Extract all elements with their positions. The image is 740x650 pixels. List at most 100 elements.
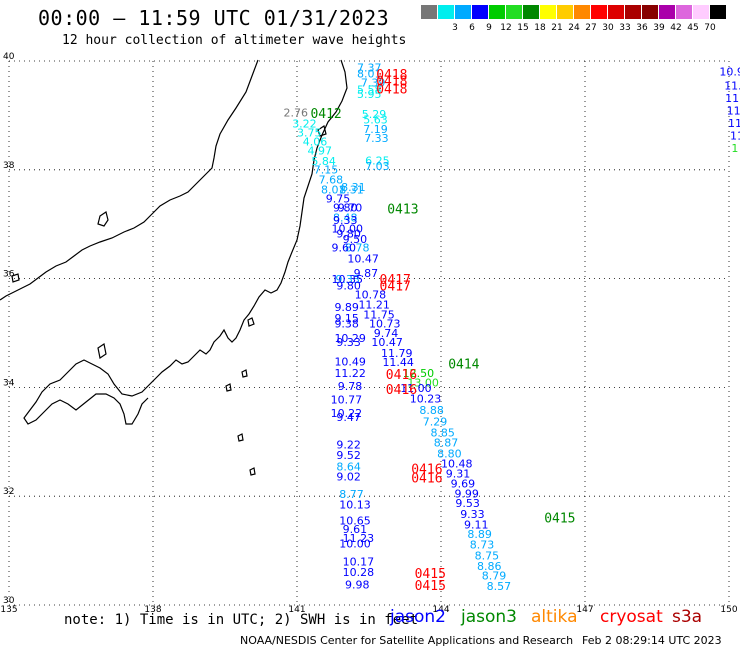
honshu-coastline [23,59,348,425]
wave-height-value: 7.39 [361,77,386,90]
latitude-tick-label: 34 [3,378,15,388]
wave-height-value: 10.65 [339,514,371,527]
pass-time-label: 0416 [411,462,442,477]
colorbar-swatch [642,5,658,19]
wave-height-value: 9.52 [336,449,361,462]
wave-height-value: 9.47 [336,411,361,424]
wave-height-value: 8.01 [321,184,346,197]
wave-height-value: 10.17 [343,555,375,568]
wave-height-value: 9.60 [332,241,357,254]
latitude-tick-label: 40 [3,52,15,62]
wave-height-value: 11.36 [725,92,740,105]
colorbar-swatch [608,5,624,19]
wave-height-value: 9.22 [336,438,361,451]
wave-height-value: 9.75 [326,192,351,205]
pass-time-labels: 0418041804180412041304170417041404160416… [310,68,575,594]
legend-jason3: jason3 [461,607,517,627]
colorbar-label: 24 [568,23,580,33]
pass-time-label: 0415 [544,511,575,526]
wave-height-value: 8.80 [437,448,462,461]
wave-height-value: 10.22 [331,407,363,420]
pass-time-label: 0414 [448,357,479,372]
wave-height-value: 11.00 [400,382,432,395]
wave-height-value: 9.33 [333,214,358,227]
longitude-tick-label: 150 [720,605,737,615]
wave-height-value: 11 [730,129,740,142]
colorbar-label: 12 [500,23,512,33]
colorbar-label: 3 [452,23,458,33]
pass-time-label: 0417 [380,280,411,295]
colorbar-swatch [693,5,709,19]
wave-height-value: 9.33 [460,508,485,521]
colorbar-label: 6 [469,23,475,33]
wave-height-value: 9.98 [345,579,370,592]
latitude-tick-label: 32 [3,487,14,497]
units-note: note: 1) Time is in UTC; 2) SWH is in fe… [64,612,419,628]
pass-time-label: 0415 [415,579,446,594]
wave-height-value: 10.28 [343,566,375,579]
wave-height-value: 1 [731,142,738,155]
izu-island-1 [241,369,248,378]
colorbar-swatch [591,5,607,19]
pass-time-label: 0418 [376,74,407,89]
map-grid [8,60,730,606]
wave-height-value: 9.80 [333,202,358,215]
latitude-tick-label: 36 [3,270,15,280]
longitude-tick-label: 135 [0,605,17,615]
wave-height-value: 10.77 [331,394,363,407]
wave-height-value: 9.87 [354,267,379,280]
pass-time-label: 0416 [386,368,417,383]
colorbar-swatch [421,5,437,19]
wave-height-value: 8.86 [477,560,502,573]
wave-height-value: 8.57 [487,580,512,593]
wave-height-value: 11.6 [727,104,740,117]
wave-height-value: 11.22 [724,79,740,92]
legend-altika: altika [531,607,578,627]
colorbar-label: 30 [602,23,614,33]
sea-of-japan-coastline [0,59,259,301]
wave-height-value: 11.23 [343,532,375,545]
wave-height-value: 2.76 [284,106,309,119]
wave-height-value: 8.85 [430,426,455,439]
wave-height-value: 10.73 [369,318,401,331]
pass-time-label: 0413 [387,202,418,217]
colorbar-swatch [574,5,590,19]
wave-height-value: 11. [728,117,740,130]
pass-time-label: 0417 [380,273,411,288]
wave-height-value: 8.73 [470,538,495,551]
colorbar-swatch [472,5,488,19]
wave-height-value: 8.64 [336,461,361,474]
colorbar-swatch [489,5,505,19]
longitude-tick-label: 144 [432,605,449,615]
wave-height-value: 5.95 [357,88,382,101]
longitude-tick-label: 147 [576,605,593,615]
wave-height-value: 9.33 [335,273,360,286]
colorbar-label: 27 [585,23,597,33]
wave-height-value: 9.69 [451,477,476,490]
pass-time-label: 0412 [310,107,341,122]
colorbar-label: 36 [636,23,648,33]
wave-height-value: 10.00 [332,222,364,235]
longitude-tick-label: 141 [288,605,305,615]
colorbar-label: 45 [687,23,699,33]
wave-height-value: 9.99 [454,487,479,500]
wave-height-value: 9.80 [336,227,361,240]
wave-height-value: 10.35 [332,273,364,286]
map-axis-labels: 135 138 141 144 147 150 30 32 34 36 38 40 [0,52,737,615]
wave-height-value: 9.89 [334,301,359,314]
pass-time-label: 0418 [376,83,407,98]
wave-height-value: 10.47 [371,336,403,349]
colorbar-label: 21 [551,23,563,33]
japan-coastline [0,59,348,476]
wave-height-value: 8.79 [482,569,507,582]
wave-height-value: 10.78 [355,289,387,302]
colorbar-label: 70 [704,23,716,33]
wave-height-value: 11.21 [358,299,390,312]
colorbar-label: 15 [517,23,529,33]
wave-height-value: 7.15 [314,164,339,177]
wave-height-observations: 7.378.017.395.585.952.76 5.295.633.22 7.19… [284,61,740,592]
wave-height-value: 6.25 [365,154,390,167]
sanriku-coast-bay [317,125,327,137]
footer-timestamp: Feb 2 08:29:14 UTC 2023 [582,634,722,647]
map-subtitle: 12 hour collection of altimeter wave hei… [62,33,407,48]
